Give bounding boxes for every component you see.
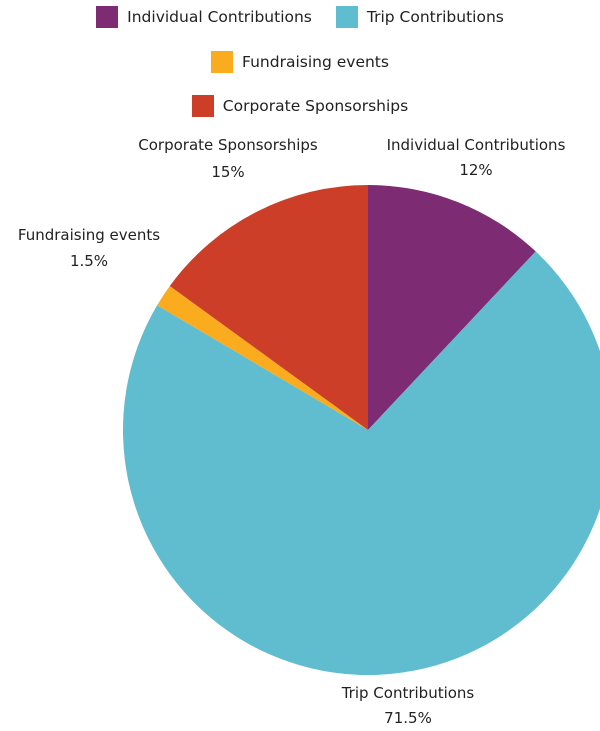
slice-value-corporate-sponsorships: 15% xyxy=(211,163,244,181)
legend-label-fundraising-events: Fundraising events xyxy=(242,53,389,71)
pie-slice-corporate-sponsorships xyxy=(169,185,368,430)
legend-item-fundraising-events: Fundraising events xyxy=(211,51,389,73)
slice-label-fundraising-events: Fundraising events xyxy=(18,226,160,244)
pie-slice-individual-contributions xyxy=(368,185,536,430)
legend-swatch-individual-contributions xyxy=(96,6,119,28)
slice-label-individual-contributions: Individual Contributions xyxy=(387,136,566,154)
slice-value-individual-contributions: 12% xyxy=(459,161,492,179)
legend-item-corporate-sponsorships: Corporate Sponsorships xyxy=(191,95,409,117)
legend-label-individual-contributions: Individual Contributions xyxy=(127,8,312,26)
pie-slice-trip-contributions xyxy=(123,251,600,675)
legend-label-corporate-sponsorships: Corporate Sponsorships xyxy=(222,97,409,115)
legend-label-trip-contributions: Trip Contributions xyxy=(366,8,504,26)
legend-item-trip-contributions: Trip Contributions xyxy=(335,6,504,28)
legend-row: Corporate Sponsorships xyxy=(0,95,600,117)
slice-label-trip-contributions: Trip Contributions xyxy=(341,684,475,702)
legend-swatch-fundraising-events xyxy=(211,51,234,73)
pie-slices xyxy=(123,185,600,675)
pie-slice-fundraising-events xyxy=(157,285,368,430)
slice-value-fundraising-events: 1.5% xyxy=(70,252,108,270)
legend-row: Individual Contributions Trip Contributi… xyxy=(0,6,600,28)
slice-labels: Individual Contributions 12% Trip Contribu… xyxy=(18,136,566,727)
legend-row: Fundraising events xyxy=(0,51,600,73)
legend-swatch-trip-contributions xyxy=(335,6,358,28)
slice-label-corporate-sponsorships: Corporate Sponsorships xyxy=(138,136,318,154)
slice-value-trip-contributions: 71.5% xyxy=(384,709,432,727)
legend-item-individual-contributions: Individual Contributions xyxy=(96,6,312,28)
legend-swatch-corporate-sponsorships xyxy=(191,95,214,117)
